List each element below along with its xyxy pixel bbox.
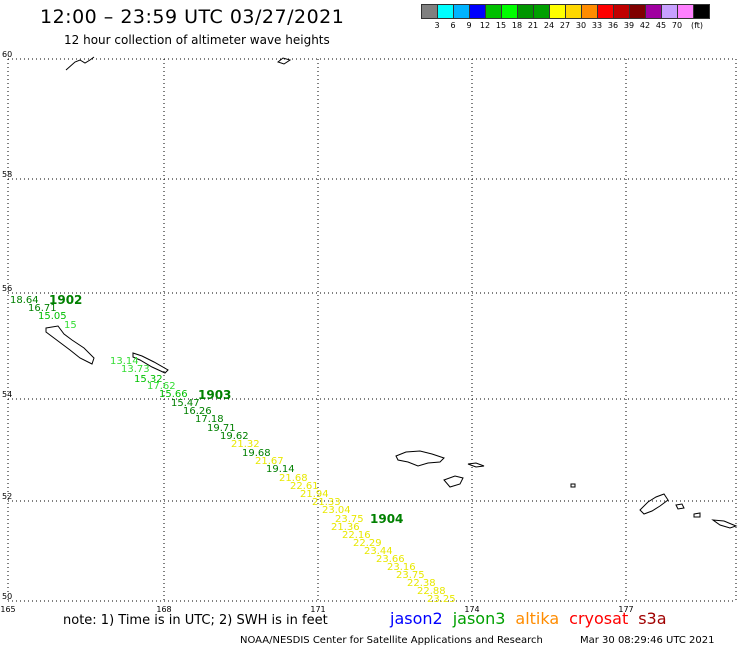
longitude-label: 171 [310,605,325,614]
wave-height-label: 21.33 [312,497,341,508]
satellite-label: altika [515,609,560,628]
wave-height-label: 15.66 [159,389,188,400]
legend-tick-label: 24 [543,21,555,30]
wave-height-label: 13.73 [121,364,150,375]
agattu-island [443,475,464,488]
legend-tick-label: 39 [623,21,635,30]
wave-height-label: 17.62 [147,381,176,392]
wave-height-label: 23.04 [322,505,351,516]
map-subtitle: 12 hour collection of altimeter wave hei… [64,33,330,47]
legend-tick-label: 3 [434,21,440,30]
coastlines [45,56,738,529]
legend-swatches [421,4,740,19]
kiska-island [639,493,669,515]
medny-island [132,352,169,374]
generated-timestamp: Mar 30 08:29:46 UTC 2021 [580,635,715,646]
wave-height-label: 19.68 [242,448,271,459]
legend-swatch [693,4,710,19]
wave-height-label: 22.29 [353,538,382,549]
legend-tick-label: 36 [607,21,619,30]
satellite-label: cryosat [569,609,629,628]
legend-tick-label: 6 [450,21,456,30]
latitude-label: 58 [2,170,12,179]
wave-height-label: 22.88 [417,586,446,597]
longitude-label: 168 [156,605,171,614]
attu-island [395,450,445,467]
satellite-label: jason3 [452,609,506,628]
wave-height-label: 19.14 [266,464,295,475]
wave-height-label: 15 [64,320,77,331]
wave-height-label: 23.66 [376,554,405,565]
coastline-peninsula-north [65,56,95,71]
pass-time-label: 1903 [198,388,231,402]
wave-height-label: 19.71 [207,423,236,434]
wave-height-label: 23.44 [364,546,393,557]
semichi-islands [467,462,485,468]
wave-height-label: 15.32 [134,374,163,385]
wave-height-label: 22.61 [290,481,319,492]
legend-tick-label: 70 [671,21,683,30]
longitude-label: 165 [0,605,15,614]
legend-tick-label: 42 [639,21,651,30]
wave-height-label: 23.16 [387,562,416,573]
satellite-track: 18.6416.7115.051513.1413.7315.3217.6215.… [10,293,456,605]
coastline-islet-north [276,57,292,65]
latitude-label: 54 [2,390,12,399]
latitude-label: 50 [2,592,12,601]
wave-height-label: 21.94 [300,489,329,500]
rat-island [675,503,685,510]
latitude-label: 52 [2,492,12,501]
wave-height-label: 16.26 [183,406,212,417]
legend-tick-label: 9 [466,21,472,30]
lat-lon-grid: 60 58 56 54 52 50 165 168 171 174 177 [0,50,737,614]
wave-height-label: 15.47 [171,398,200,409]
legend-labels: 3 6 9 12 15 18 21 24 27 30 33 36 39 42 45 70 (ft) [421,19,740,33]
rat-islands-east [693,512,701,518]
legend-unit: (ft) [690,21,704,30]
pass-time-label: 1904 [370,512,403,526]
satellite-label: s3a [638,609,667,628]
source-credit: NOAA/NESDIS Center for Satellite Applica… [240,635,543,646]
legend-tick-label: 33 [591,21,603,30]
bering-island [45,325,95,365]
legend-tick-label: 45 [655,21,667,30]
wave-height-label: 16.71 [28,303,57,314]
wave-height-label: 21.32 [231,439,260,450]
latitude-label: 60 [2,50,12,59]
wave-height-label: 22.38 [407,578,436,589]
legend-tick-label: 21 [527,21,539,30]
legend-tick-label: 18 [511,21,523,30]
wave-height-label: 23.75 [335,514,364,525]
wave-height-label: 18.64 [10,295,39,306]
longitude-label: 174 [464,605,479,614]
latitude-label: 56 [2,284,12,293]
wave-height-label: 23.25 [427,594,456,605]
wave-height-label: 21.36 [331,522,360,533]
pass-time-label: 1902 [49,293,82,307]
legend-tick-label: 15 [495,21,507,30]
wave-height-label: 13.14 [110,356,139,367]
buldir-island [570,483,576,488]
wave-height-legend: 3 6 9 12 15 18 21 24 27 30 33 36 39 42 45 70 (ft) [421,4,740,33]
longitude-label: 177 [618,605,633,614]
wave-height-label: 21.68 [279,473,308,484]
map-title: 12:00 – 23:59 UTC 03/27/2021 [40,6,345,28]
wave-height-label: 15.05 [38,311,67,322]
satellite-legend: jason2 jason3 altika cryosat s3a [390,609,677,628]
units-note: note: 1) Time is in UTC; 2) SWH is in fe… [63,613,328,628]
wave-height-label: 19.62 [220,431,249,442]
legend-tick-label: 12 [479,21,491,30]
amchitka-island [711,519,738,529]
legend-tick-label: 30 [575,21,587,30]
wave-height-label: 23.75 [396,570,425,581]
legend-tick-label: 27 [559,21,571,30]
satellite-label: jason2 [390,609,443,628]
wave-height-label: 21.67 [255,456,284,467]
wave-height-label: 17.18 [195,414,224,425]
wave-height-label: 22.16 [342,530,371,541]
